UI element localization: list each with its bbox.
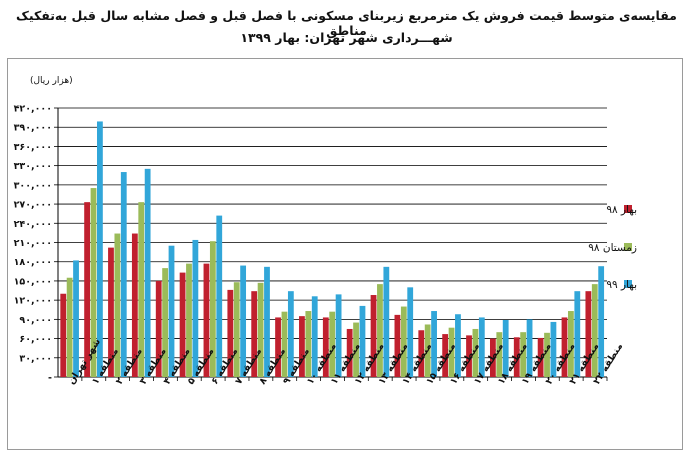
chart-title: مقایسه‌ی متوسط قیمت فروش یک مترمربع زیرب… (16, 8, 677, 38)
bar-3-7 (216, 215, 223, 377)
bar-2-21 (544, 332, 550, 377)
legend-label: زمستان ۹۸ (588, 242, 637, 254)
bar-1-5 (155, 280, 162, 377)
y-tick-label: ۴۲۰,۰۰۰ (14, 104, 52, 115)
bar-3-17 (455, 314, 461, 377)
legend-swatch (624, 205, 632, 213)
bar-2-5 (162, 268, 169, 377)
bar-3-3 (120, 172, 127, 377)
legend-label: بهار ۹۹ (606, 279, 637, 291)
bar-1-9 (251, 291, 258, 377)
bar-1-10 (275, 317, 281, 377)
legend-label: بهار ۹۸ (606, 204, 637, 216)
bar-1-14 (370, 295, 377, 377)
bar-2-10 (281, 311, 288, 377)
legend-swatch (624, 243, 632, 251)
bar-2-15 (400, 306, 407, 377)
chart-subtitle: شهـــرداری شهر تهران: بهار ۱۳۹۹ (240, 30, 453, 45)
legend-swatch (624, 280, 632, 288)
bar-1-22 (561, 317, 568, 377)
bar-2-8 (233, 282, 240, 377)
y-tick-label: ۳۰,۰۰۰ (19, 353, 52, 364)
legend: بهار ۹۸ زمستان ۹۸ بهار ۹۹ (588, 204, 637, 291)
bar-2-13 (353, 322, 359, 377)
bar-3-14 (383, 266, 390, 377)
bar-2-22 (567, 311, 574, 377)
bar-3-13 (359, 305, 366, 377)
bar-2-17 (448, 327, 455, 377)
bar-3-8 (240, 265, 247, 377)
bar-2-7 (209, 241, 216, 377)
bar-3-23 (598, 266, 605, 377)
bar-2-16 (424, 324, 431, 377)
bar-1-23 (585, 291, 592, 377)
chart-frame (7, 58, 683, 450)
bar-3-10 (287, 291, 294, 377)
bar-3-22 (574, 291, 581, 377)
bar-2-1 (66, 277, 73, 377)
bar-1-4 (131, 233, 138, 377)
bar-1-8 (227, 289, 234, 377)
y-tick-label: ۲۷۰,۰۰۰ (14, 200, 52, 211)
bar-3-21 (550, 321, 557, 377)
bar-1-12 (322, 317, 329, 377)
bar-2-11 (305, 311, 312, 377)
bar-2-9 (257, 282, 264, 377)
bar-3-5 (168, 245, 175, 377)
bar-2-2 (90, 188, 97, 377)
bar-1-11 (299, 316, 305, 377)
bar-1-3 (108, 247, 114, 377)
bar-3-18 (478, 317, 485, 377)
bar-2-4 (138, 202, 145, 377)
bar-1-16 (418, 330, 425, 377)
bar-1-2 (84, 202, 91, 377)
y-tick-label: ۲۴۰,۰۰۰ (14, 219, 52, 230)
bar-1-15 (394, 314, 401, 377)
bar-1-7 (203, 263, 210, 377)
bar-3-2 (97, 121, 103, 377)
y-axis-unit-label: (هزار ریال) (30, 76, 73, 86)
bar-1-6 (179, 272, 186, 377)
y-tick-label: ۱۸۰,۰۰۰ (14, 257, 52, 268)
y-tick-label: ۳۳۰,۰۰۰ (14, 161, 52, 172)
bar-1-18 (466, 335, 472, 377)
bar-2-6 (186, 263, 192, 377)
bar-3-12 (335, 294, 342, 377)
y-tick-label: ۹۰,۰۰۰ (19, 315, 52, 326)
y-tick-label: - (48, 373, 52, 384)
bar-1-21 (537, 337, 544, 377)
bar-2-18 (472, 328, 479, 377)
y-tick-label: ۳۶۰,۰۰۰ (14, 142, 52, 153)
bar-1-19 (489, 338, 496, 377)
y-tick-label: ۲۱۰,۰۰۰ (14, 238, 52, 249)
bar-1-1 (60, 293, 67, 377)
bar-3-15 (407, 287, 414, 377)
bar-3-20 (526, 319, 533, 377)
bar-3-16 (431, 311, 437, 377)
bar-2-23 (591, 284, 598, 377)
y-tick-label: ۳۰۰,۰۰۰ (14, 180, 52, 191)
bars (60, 121, 605, 377)
bar-2-20 (520, 332, 527, 377)
bar-3-6 (192, 239, 199, 377)
y-tick-labels: - ۳۰,۰۰۰ ۶۰,۰۰۰ ۹۰,۰۰۰ ۱۲۰,۰۰۰ ۱۵۰,۰۰۰ ۱۸۰,۰۰۰… (14, 104, 52, 384)
bar-1-13 (346, 328, 353, 377)
bar-1-17 (442, 334, 449, 377)
y-tick-label: ۳۹۰,۰۰۰ (14, 123, 52, 134)
bar-2-19 (496, 332, 503, 377)
bar-2-12 (329, 311, 336, 377)
y-tick-label: ۱۲۰,۰۰۰ (14, 296, 52, 307)
bar-2-3 (114, 233, 121, 377)
bar-3-4 (144, 168, 151, 377)
bar-2-14 (377, 284, 383, 377)
bar-3-11 (311, 296, 318, 377)
bar-3-1 (73, 260, 79, 377)
y-tick-label: ۶۰,۰۰۰ (19, 334, 52, 345)
bar-3-9 (264, 266, 270, 377)
bar-3-19 (502, 319, 509, 377)
bar-1-20 (513, 337, 520, 377)
y-tick-label: ۱۵۰,۰۰۰ (14, 276, 52, 287)
